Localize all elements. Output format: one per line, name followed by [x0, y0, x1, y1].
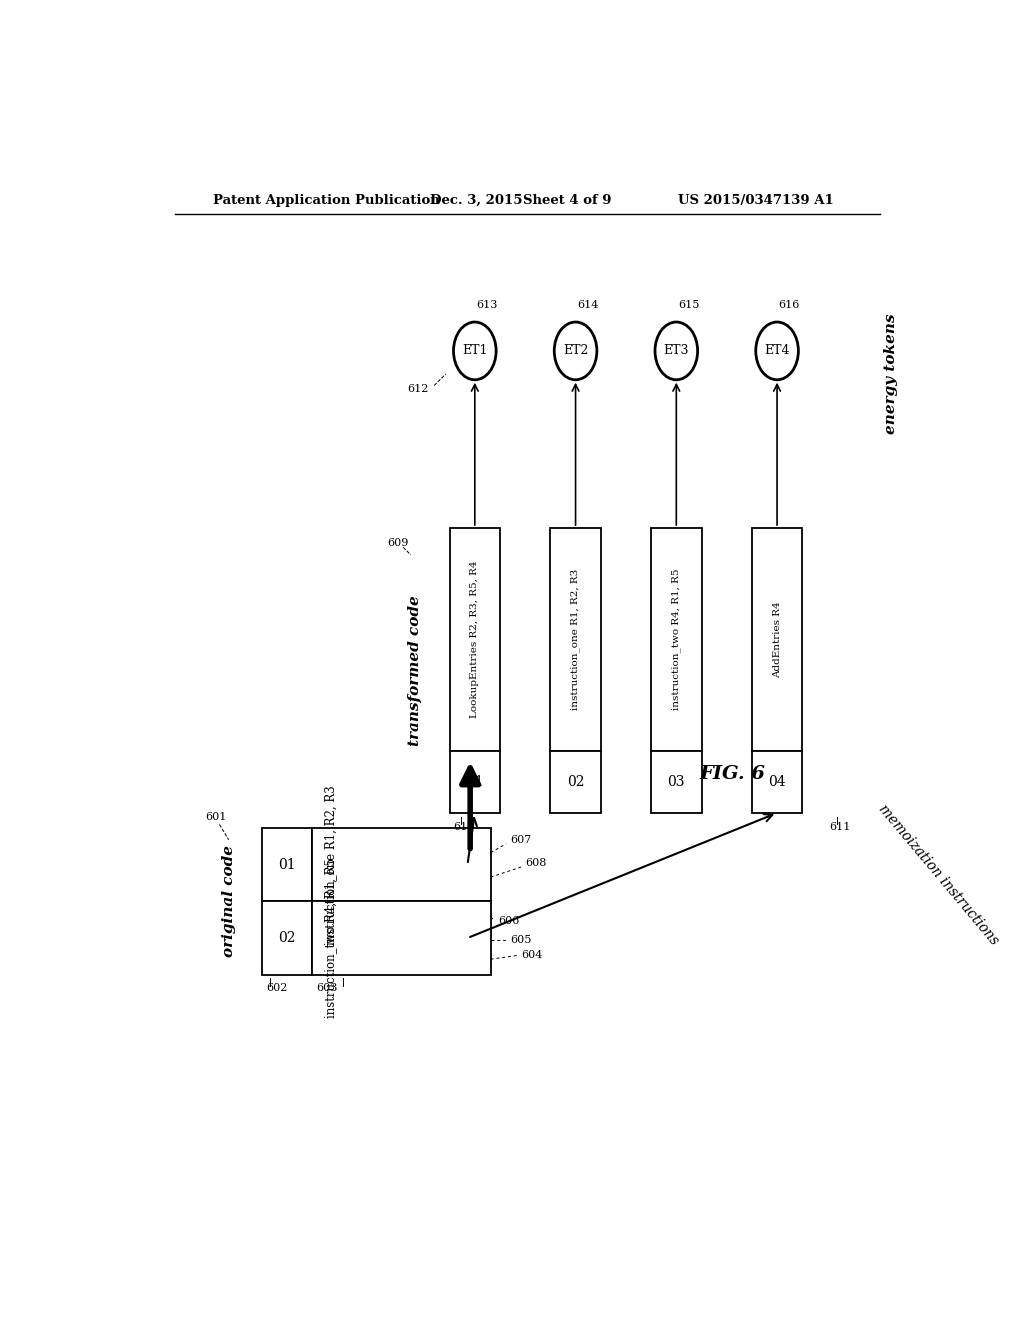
- Text: 602: 602: [266, 983, 288, 994]
- Text: instruction_one R1, R2, R3: instruction_one R1, R2, R3: [570, 569, 581, 710]
- FancyBboxPatch shape: [651, 751, 701, 813]
- Text: 616: 616: [778, 300, 800, 310]
- Text: 02: 02: [279, 931, 296, 945]
- FancyBboxPatch shape: [312, 902, 490, 974]
- Text: instruction_two R4, R1, R5: instruction_two R4, R1, R5: [672, 569, 681, 710]
- FancyBboxPatch shape: [262, 902, 312, 974]
- Text: 605: 605: [510, 935, 531, 945]
- Text: ET1: ET1: [462, 345, 487, 358]
- Text: Sheet 4 of 9: Sheet 4 of 9: [523, 194, 611, 207]
- Text: FIG. 6: FIG. 6: [699, 766, 766, 783]
- FancyBboxPatch shape: [651, 528, 701, 751]
- Text: 611: 611: [829, 822, 851, 832]
- Text: original code: original code: [222, 845, 236, 957]
- Text: US 2015/0347139 A1: US 2015/0347139 A1: [678, 194, 834, 207]
- Text: 01: 01: [466, 775, 483, 789]
- FancyBboxPatch shape: [550, 528, 601, 751]
- Text: ET2: ET2: [563, 345, 588, 358]
- Text: 614: 614: [578, 300, 598, 310]
- Text: instruction_two R4, R1, R5: instruction_two R4, R1, R5: [324, 858, 337, 1018]
- Text: memoization instructions: memoization instructions: [876, 801, 1001, 948]
- Text: 603: 603: [316, 983, 338, 994]
- Text: energy tokens: energy tokens: [885, 314, 898, 434]
- Text: ET3: ET3: [664, 345, 689, 358]
- Text: 03: 03: [668, 775, 685, 789]
- Text: 613: 613: [476, 300, 498, 310]
- FancyBboxPatch shape: [550, 751, 601, 813]
- FancyBboxPatch shape: [450, 751, 500, 813]
- Text: AddEntries R4: AddEntries R4: [772, 602, 781, 678]
- Text: Patent Application Publication: Patent Application Publication: [213, 194, 440, 207]
- Text: 609: 609: [388, 539, 409, 548]
- Text: Dec. 3, 2015: Dec. 3, 2015: [430, 194, 522, 207]
- Text: 04: 04: [768, 775, 785, 789]
- Text: ET4: ET4: [764, 345, 790, 358]
- Text: 604: 604: [521, 950, 543, 961]
- FancyBboxPatch shape: [312, 829, 490, 902]
- FancyBboxPatch shape: [450, 528, 500, 751]
- Text: 601: 601: [206, 812, 227, 822]
- Text: 606: 606: [499, 916, 520, 925]
- Ellipse shape: [655, 322, 697, 380]
- Text: 01: 01: [279, 858, 296, 873]
- Text: 615: 615: [678, 300, 699, 310]
- Text: LookupEntries R2, R3, R5, R4: LookupEntries R2, R3, R5, R4: [470, 561, 479, 718]
- Text: instruction_one R1, R2, R3: instruction_one R1, R2, R3: [324, 785, 337, 945]
- Text: 612: 612: [407, 384, 428, 395]
- Ellipse shape: [554, 322, 597, 380]
- Text: transformed code: transformed code: [408, 595, 422, 746]
- Ellipse shape: [454, 322, 496, 380]
- FancyBboxPatch shape: [752, 528, 802, 751]
- Text: 610: 610: [454, 822, 475, 832]
- Text: 607: 607: [510, 834, 531, 845]
- FancyBboxPatch shape: [262, 829, 312, 902]
- FancyBboxPatch shape: [752, 751, 802, 813]
- Text: 02: 02: [567, 775, 585, 789]
- Ellipse shape: [756, 322, 799, 380]
- Text: 608: 608: [525, 858, 547, 869]
